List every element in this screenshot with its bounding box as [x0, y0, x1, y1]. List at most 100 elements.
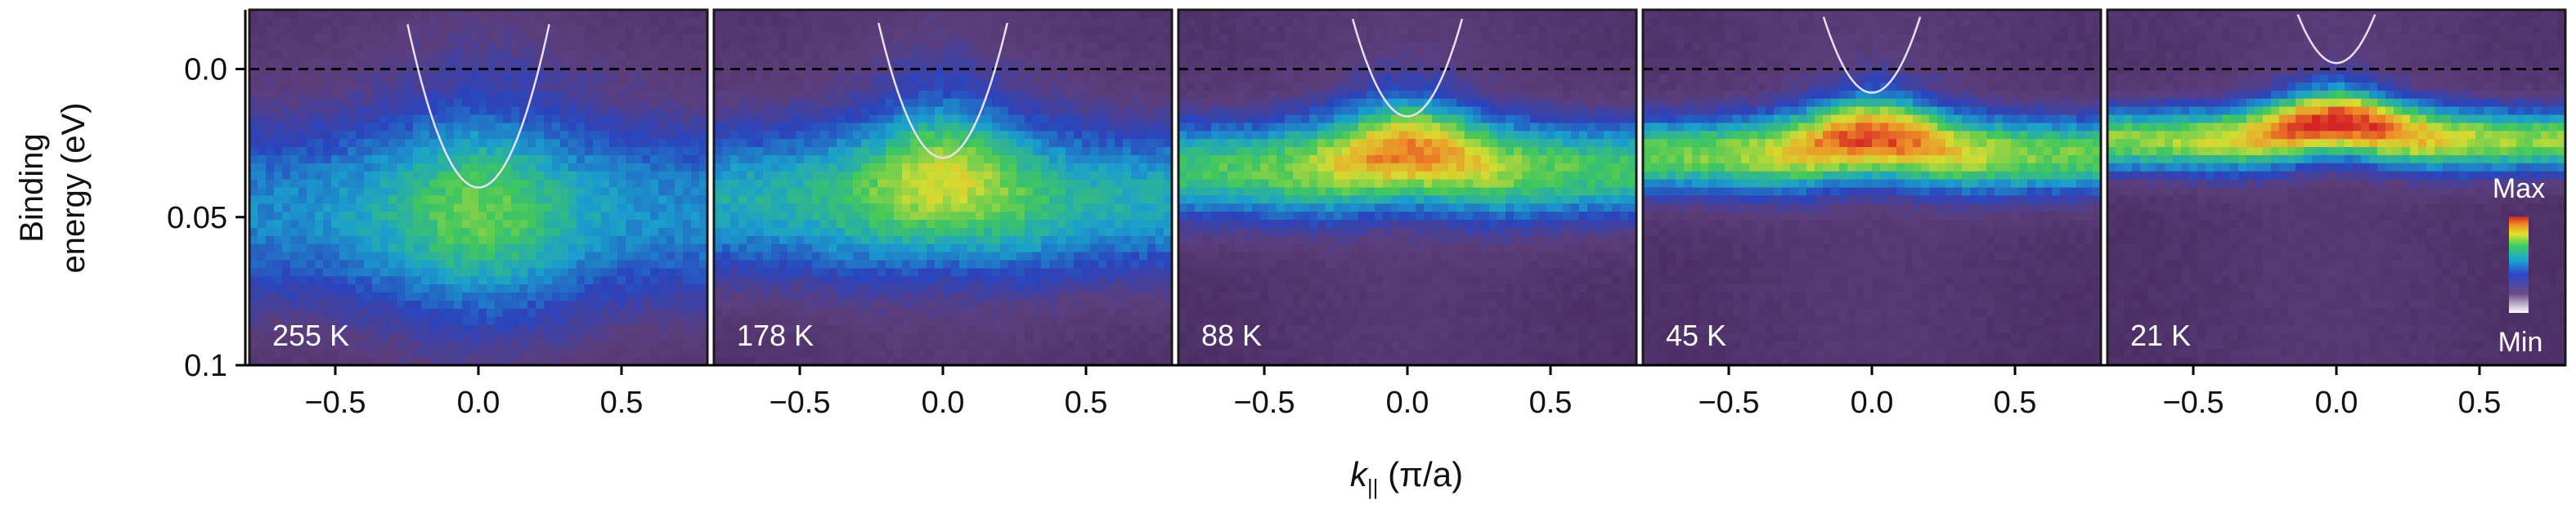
heatmap-cell: [935, 123, 944, 132]
heatmap-cell: [1000, 74, 1009, 83]
heatmap-cell: [478, 357, 487, 366]
heatmap-cell: [1164, 163, 1173, 172]
heatmap-cell: [1164, 333, 1173, 342]
heatmap-cell: [699, 284, 708, 293]
heatmap-cell: [1147, 179, 1156, 189]
heatmap-cell: [1016, 260, 1025, 269]
heatmap-cell: [446, 114, 455, 124]
heatmap-cell: [691, 227, 700, 237]
heatmap-cell: [249, 163, 258, 172]
heatmap-cell: [918, 25, 927, 35]
heatmap-cell: [487, 187, 496, 196]
heatmap-cell: [771, 292, 780, 301]
heatmap-cell: [812, 268, 821, 277]
heatmap-cell: [438, 268, 447, 277]
heatmap-cell: [804, 106, 813, 116]
heatmap-cell: [902, 212, 911, 221]
heatmap-cell: [626, 220, 635, 229]
heatmap-cell: [511, 25, 520, 35]
heatmap-cell: [274, 187, 283, 196]
heatmap-cell: [861, 33, 870, 43]
heatmap-cell: [730, 42, 739, 51]
heatmap-cell: [601, 187, 610, 196]
heatmap-cell: [683, 50, 692, 59]
heatmap-cell: [943, 90, 952, 100]
heatmap-cell: [527, 139, 536, 148]
heatmap-cell: [1123, 25, 1132, 35]
heatmap-cell: [943, 333, 952, 342]
heatmap-cell: [1049, 220, 1058, 229]
heatmap-cell: [1147, 308, 1156, 318]
heatmap-cell: [1123, 220, 1132, 229]
heatmap-cell: [1131, 333, 1140, 342]
heatmap-cell: [951, 50, 960, 59]
heatmap-cell: [828, 179, 837, 189]
heatmap-cell: [1074, 58, 1083, 67]
heatmap-cell: [1025, 42, 1034, 51]
heatmap-cell: [1139, 268, 1148, 277]
heatmap-cell: [779, 114, 788, 124]
heatmap-cell: [478, 227, 487, 237]
heatmap-cell: [771, 300, 780, 310]
heatmap-cell: [738, 163, 747, 172]
heatmap-cell: [372, 276, 381, 285]
heatmap-cell: [1033, 341, 1042, 350]
heatmap-cell: [1106, 50, 1115, 59]
heatmap-cell: [429, 179, 438, 189]
heatmap-cell: [943, 292, 952, 301]
heatmap-cell: [714, 212, 723, 221]
heatmap-cell: [1041, 114, 1050, 124]
heatmap-cell: [845, 349, 854, 358]
heatmap-cell: [943, 33, 952, 43]
heatmap-cell: [1115, 82, 1124, 92]
heatmap-cell: [1473, 10, 1482, 19]
heatmap-cell: [380, 292, 389, 301]
heatmap-cell: [935, 308, 944, 318]
heatmap-cell: [984, 139, 993, 148]
heatmap-cell: [536, 25, 545, 35]
heatmap-cell: [820, 349, 829, 358]
heatmap-cell: [1041, 179, 1050, 189]
heatmap-cell: [503, 316, 512, 326]
heatmap-cell: [675, 58, 684, 67]
heatmap-cell: [918, 147, 927, 156]
heatmap-cell: [1066, 292, 1075, 301]
heatmap-cell: [593, 252, 602, 261]
heatmap-cell: [249, 195, 258, 204]
heatmap-cell: [1000, 90, 1009, 100]
heatmap-cell: [877, 131, 886, 140]
heatmap-cell: [446, 187, 455, 196]
heatmap-cell: [274, 349, 283, 358]
heatmap-cell: [796, 349, 805, 358]
heatmap-cell: [699, 252, 708, 261]
heatmap-cell: [763, 106, 772, 116]
heatmap-cell: [820, 220, 829, 229]
heatmap-cell: [1049, 17, 1058, 27]
heatmap-cell: [1147, 171, 1156, 181]
heatmap-cell: [714, 90, 723, 100]
heatmap-cell: [1098, 58, 1107, 67]
heatmap-cell: [1074, 106, 1083, 116]
heatmap-cell: [820, 154, 829, 164]
heatmap-cell: [910, 341, 919, 350]
heatmap-cell: [405, 147, 414, 156]
heatmap-cell: [298, 179, 307, 189]
heatmap-cell: [380, 341, 389, 350]
heatmap-cell: [454, 25, 463, 35]
heatmap-cell: [738, 260, 747, 269]
heatmap-cell: [984, 50, 993, 59]
heatmap-cell: [405, 243, 414, 253]
heatmap-cell: [959, 268, 968, 277]
heatmap-cell: [1156, 260, 1165, 269]
heatmap-cell: [536, 212, 545, 221]
heatmap-cell: [959, 123, 968, 132]
heatmap-cell: [454, 252, 463, 261]
heatmap-cell: [634, 308, 643, 318]
heatmap-cell: [552, 260, 561, 269]
heatmap-cell: [519, 179, 528, 189]
heatmap-cell: [1000, 171, 1009, 181]
heatmap-cell: [869, 139, 878, 148]
heatmap-cell: [755, 292, 764, 301]
heatmap-cell: [1115, 154, 1124, 164]
heatmap-cell: [421, 316, 430, 326]
